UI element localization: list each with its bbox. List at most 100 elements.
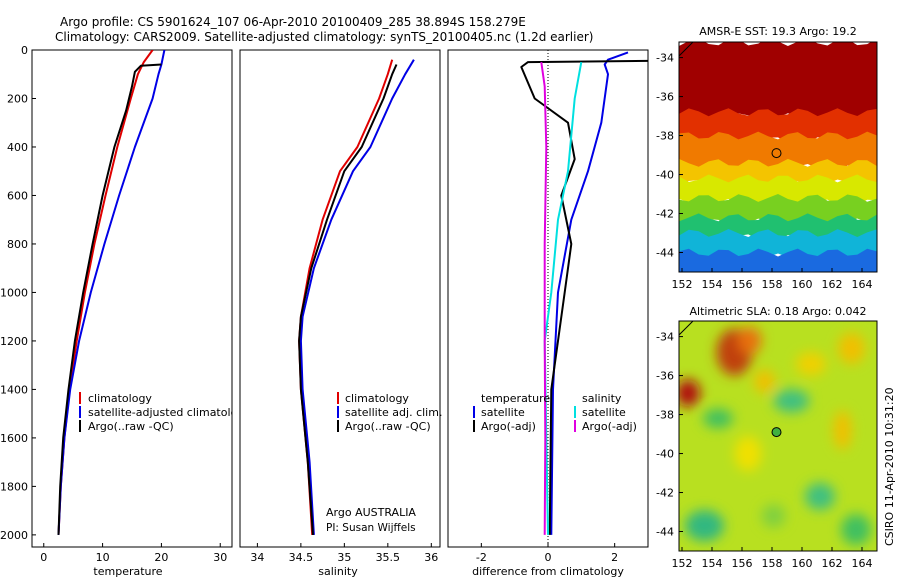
legend-heading-salinity: salinity	[582, 392, 622, 405]
depth-tick-label: 2000	[0, 529, 28, 542]
temperature-panel-frame	[31, 49, 233, 548]
sla-anomaly-9	[773, 389, 810, 413]
series-line-0-2	[57, 63, 162, 535]
salinity-x-axis: 34 34.5 35 35.5 36	[250, 543, 438, 564]
depth-tick-label: 1400	[0, 383, 28, 396]
argo-position-marker	[771, 148, 782, 159]
legend-label-temp-argo: Argo(-adj)	[481, 420, 536, 433]
map-y-tick-label: -40	[656, 448, 674, 461]
csiro-credit: CSIRO 11-Apr-2010 10:31:20	[883, 387, 896, 546]
x-tick-label: 34	[250, 551, 264, 564]
x-tick-label: 35	[337, 551, 351, 564]
sst-band-4	[679, 174, 877, 209]
depth-tick-label: 200	[7, 92, 28, 105]
salinity-legend: climatology satellite adj. clim. Argo(..…	[337, 392, 442, 433]
temperature-series	[57, 50, 166, 535]
sla-anomaly-1	[737, 326, 762, 355]
map-y-tick-label: -42	[656, 208, 674, 221]
series-line-1-2	[298, 64, 398, 535]
map-x-tick-label: 160	[792, 557, 813, 570]
map-y-tick-label: -34	[656, 52, 674, 65]
difference-series	[520, 50, 648, 547]
legend-label-argo: Argo(..raw -QC)	[88, 420, 174, 433]
sst-band-8	[679, 248, 877, 272]
map-x-tick-label: 156	[732, 557, 753, 570]
pi-name-label: PI: Susan Wijffels	[326, 522, 416, 534]
sla-map-axes: 152 154 156 158 160 162 164 -34 -36 -38 -40 -42 -44	[656, 331, 872, 570]
argo-position-marker	[771, 427, 782, 438]
map-y-tick-label: -38	[656, 130, 674, 143]
sla-anomaly-7	[833, 410, 852, 450]
map-x-tick-label: 164	[852, 557, 873, 570]
series-line-0-1	[57, 50, 166, 535]
temperature-legend: climatology satellite-adjusted climatolo…	[79, 392, 232, 433]
salinity-series	[298, 59, 415, 535]
sla-anomaly-4	[796, 352, 826, 376]
series-line-2-3	[540, 61, 548, 535]
sla-anomaly-11	[685, 510, 724, 542]
map-y-tick-label: -44	[656, 526, 674, 539]
header-line-1: Argo profile: CS 5901624_107 06-Apr-2010…	[60, 15, 526, 29]
sla-map	[679, 321, 877, 551]
map-x-tick-label: 152	[672, 557, 693, 570]
sla-anomaly-10	[805, 482, 835, 511]
legend-label-temp-satellite: satellite	[481, 406, 525, 419]
sst-band-0	[679, 42, 877, 124]
map-x-tick-label: 158	[762, 557, 783, 570]
map-x-tick-label: 154	[702, 557, 723, 570]
depth-tick-label: 800	[7, 238, 28, 251]
map-y-tick-label: -44	[656, 247, 674, 260]
map-x-tick-label: 160	[792, 278, 813, 291]
map-x-tick-label: 154	[702, 278, 723, 291]
map-y-tick-label: -34	[656, 331, 674, 344]
corner-mark	[679, 42, 694, 57]
salinity-panel-frame	[239, 49, 441, 548]
corner-mark	[679, 321, 694, 336]
depth-tick-label: 0	[21, 44, 28, 57]
sst-map-title: AMSR-E SST: 19.3 Argo: 19.2	[699, 25, 857, 38]
x-tick-label: 34.5	[289, 551, 314, 564]
series-line-2-0	[550, 51, 629, 535]
sst-map	[679, 42, 877, 272]
legend-heading-temperature: temperature	[481, 392, 550, 405]
temperature-x-axis: 0 10 20 30	[40, 543, 227, 564]
map-x-tick-label: 164	[852, 278, 873, 291]
map-y-tick-label: -38	[656, 409, 674, 422]
map-x-tick-label: 158	[762, 278, 783, 291]
sla-anomaly-6	[734, 436, 762, 472]
header-line-2: Climatology: CARS2009. Satellite-adjuste…	[55, 30, 593, 44]
x-tick-label: 35.5	[376, 551, 401, 564]
series-line-0-0	[57, 50, 154, 535]
depth-tick-label: 1200	[0, 335, 28, 348]
depth-tick-label: 600	[7, 189, 28, 202]
sst-map-frame	[678, 41, 878, 273]
legend-label-argo: Argo(..raw -QC)	[345, 420, 431, 433]
depth-tick-label: 400	[7, 141, 28, 154]
map-x-tick-label: 152	[672, 278, 693, 291]
legend-label-satellite: satellite adj. clim.	[345, 406, 442, 419]
sla-anomaly-2	[679, 379, 700, 407]
sst-map-axes: 152 154 156 158 160 162 164 -34 -36 -38 -40 -42 -44	[656, 52, 872, 291]
legend-label-sal-satellite: satellite	[582, 406, 626, 419]
difference-axis-label: difference from climatology	[472, 565, 624, 578]
legend-label-climatology: climatology	[88, 392, 152, 405]
sst-band-7	[679, 229, 877, 264]
x-tick-label: -2	[476, 551, 487, 564]
x-tick-label: 0	[40, 551, 47, 564]
depth-tick-label: 1600	[0, 432, 28, 445]
legend-label-sal-argo: Argo(-adj)	[582, 420, 637, 433]
argo-australia-label: Argo AUSTRALIA	[326, 506, 416, 519]
sla-anomaly-13	[761, 504, 786, 528]
map-y-tick-label: -36	[656, 370, 674, 383]
series-line-2-1	[520, 59, 648, 535]
sla-anomaly-8	[703, 408, 733, 429]
map-x-tick-label: 162	[822, 278, 843, 291]
temperature-axis-label: temperature	[93, 565, 162, 578]
sla-anomaly-5	[838, 332, 865, 364]
difference-legend: temperature satellite Argo(-adj) salinit…	[473, 392, 637, 433]
x-tick-label: 30	[213, 551, 227, 564]
sla-anomaly-field	[679, 326, 871, 546]
difference-x-axis: -2 0 2	[476, 543, 618, 564]
map-x-tick-label: 156	[732, 278, 753, 291]
